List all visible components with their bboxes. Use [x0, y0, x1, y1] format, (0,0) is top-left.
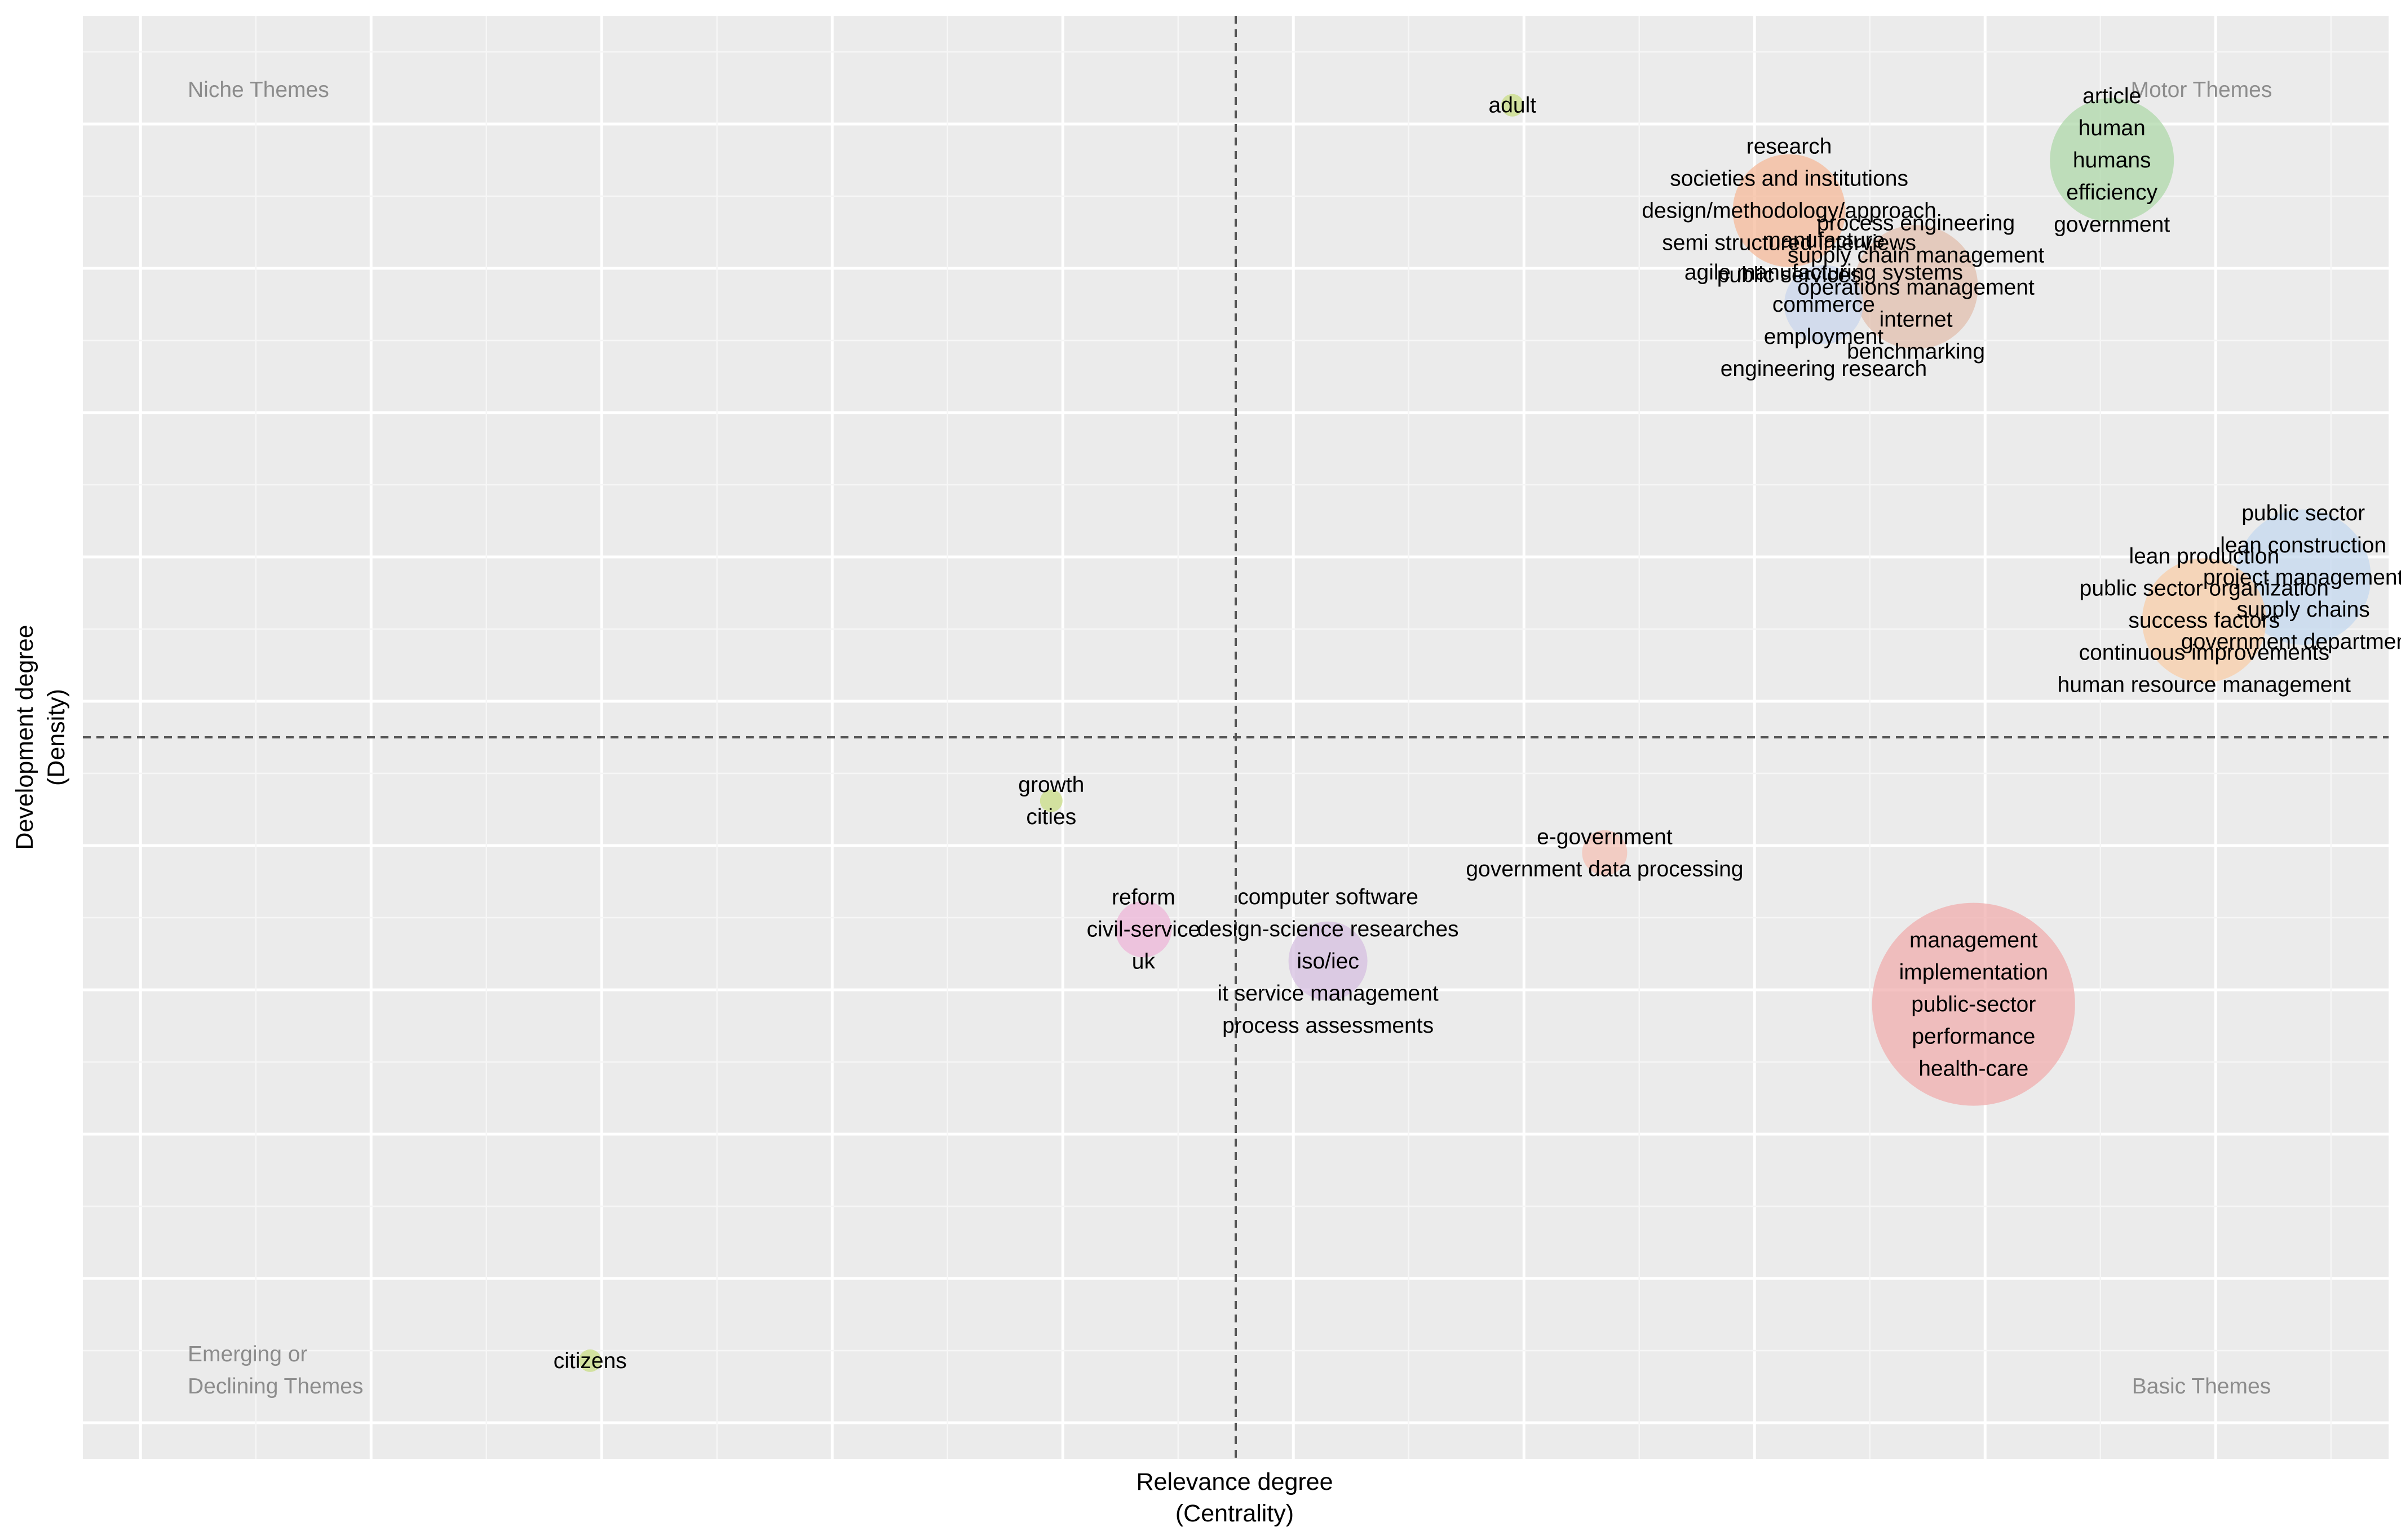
x-axis-subtitle: (Centrality) [1175, 1500, 1294, 1527]
x-axis-title: Relevance degree [1136, 1468, 1333, 1495]
theme-label: article [2082, 84, 2141, 108]
theme-label: manufacture [1763, 228, 1885, 253]
quadrant-label: Niche Themes [188, 78, 329, 102]
theme-label: semi structured interviews [1662, 231, 1916, 255]
theme-label: societies and institutions [1670, 167, 1908, 191]
theme-bubble [1582, 830, 1628, 875]
theme-label: management [1909, 928, 2038, 953]
theme-label: humans [2073, 148, 2151, 172]
theme-label: project management [2203, 565, 2401, 590]
theme-bubble [578, 1349, 602, 1372]
theme-label: human resource management [2058, 673, 2351, 697]
theme-label: continuous improvements [2079, 641, 2329, 665]
theme-label: iso/iec [1297, 949, 1359, 973]
theme-bubble [2235, 509, 2371, 645]
theme-label: government data processing [1466, 857, 1743, 881]
theme-label: civil-service [1087, 917, 1201, 941]
theme-label: operations management [1797, 275, 2035, 299]
theme-label: success factors [2128, 609, 2280, 633]
theme-label: process assessments [1222, 1014, 1434, 1038]
theme-label: benchmarking [1847, 339, 1985, 364]
theme-bubble [2050, 98, 2174, 222]
theme-bubble [1040, 789, 1063, 812]
theme-label: commerce [1772, 293, 1875, 317]
theme-label: public sector organization [2080, 577, 2329, 601]
theme-label: public sector [2241, 501, 2365, 525]
theme-label: internet [1880, 307, 1953, 331]
theme-bubble [1115, 901, 1172, 958]
theme-bubble [1501, 94, 1524, 117]
theme-label: cities [1026, 805, 1076, 829]
theme-label: reform [1112, 885, 1175, 909]
y-axis-subtitle: (Density) [43, 689, 70, 786]
theme-label: lean production [2129, 545, 2279, 569]
theme-label: design/methodology/approach [1642, 199, 1936, 223]
theme-label: uk [1132, 949, 1156, 973]
theme-label: citizens [554, 1349, 627, 1373]
theme-label: efficiency [2066, 180, 2157, 205]
quadrant-dividers [83, 16, 2389, 1459]
theme-label: computer software [1237, 885, 1418, 909]
theme-label: supply chains [2237, 598, 2370, 622]
quadrant-label: Motor Themes [2131, 78, 2272, 102]
quadrant-labels: Niche Themes Motor Themes Emerging or Decli… [188, 78, 2272, 1399]
theme-bubble [1872, 902, 2075, 1106]
theme-label: human [2079, 116, 2146, 140]
theme-label: health-care [1918, 1057, 2028, 1081]
theme-label: growth [1018, 773, 1084, 797]
theme-label: government [2054, 213, 2170, 237]
theme-bubble [1784, 265, 1863, 344]
theme-label: implementation [1899, 961, 2048, 985]
theme-label: research [1746, 135, 1832, 159]
theme-bubble [2142, 558, 2266, 683]
theme-label: it service management [1217, 981, 1439, 1006]
y-axis-title: Development degree [11, 625, 38, 849]
theme-bubble [1854, 225, 1978, 349]
theme-labels: adult research societies and institutions d… [554, 84, 2401, 1373]
theme-label: adult [1489, 94, 1537, 118]
theme-label: engineering research [1721, 357, 1927, 381]
quadrant-label: Declining Themes [188, 1374, 363, 1399]
theme-label: supply chain management [1788, 243, 2044, 267]
theme-label: performance [1912, 1025, 2035, 1049]
quadrant-label: Basic Themes [2132, 1374, 2271, 1399]
theme-label: agile manufacturing systems [1684, 260, 1963, 285]
theme-label: e-government [1537, 825, 1673, 849]
theme-bubble [1732, 154, 1846, 267]
theme-label: design-science researches [1197, 917, 1459, 941]
theme-label: lean construction [2220, 533, 2386, 557]
theme-bubble [1288, 921, 1368, 1001]
theme-bubbles [578, 94, 2371, 1372]
theme-label: government departments [2181, 630, 2401, 654]
theme-label: public-sector [1911, 993, 2036, 1017]
theme-label: process engineering [1817, 211, 2015, 235]
theme-label: employment [1764, 325, 1884, 349]
theme-label: public services [1717, 263, 1861, 287]
quadrant-label: Emerging or [188, 1342, 307, 1366]
